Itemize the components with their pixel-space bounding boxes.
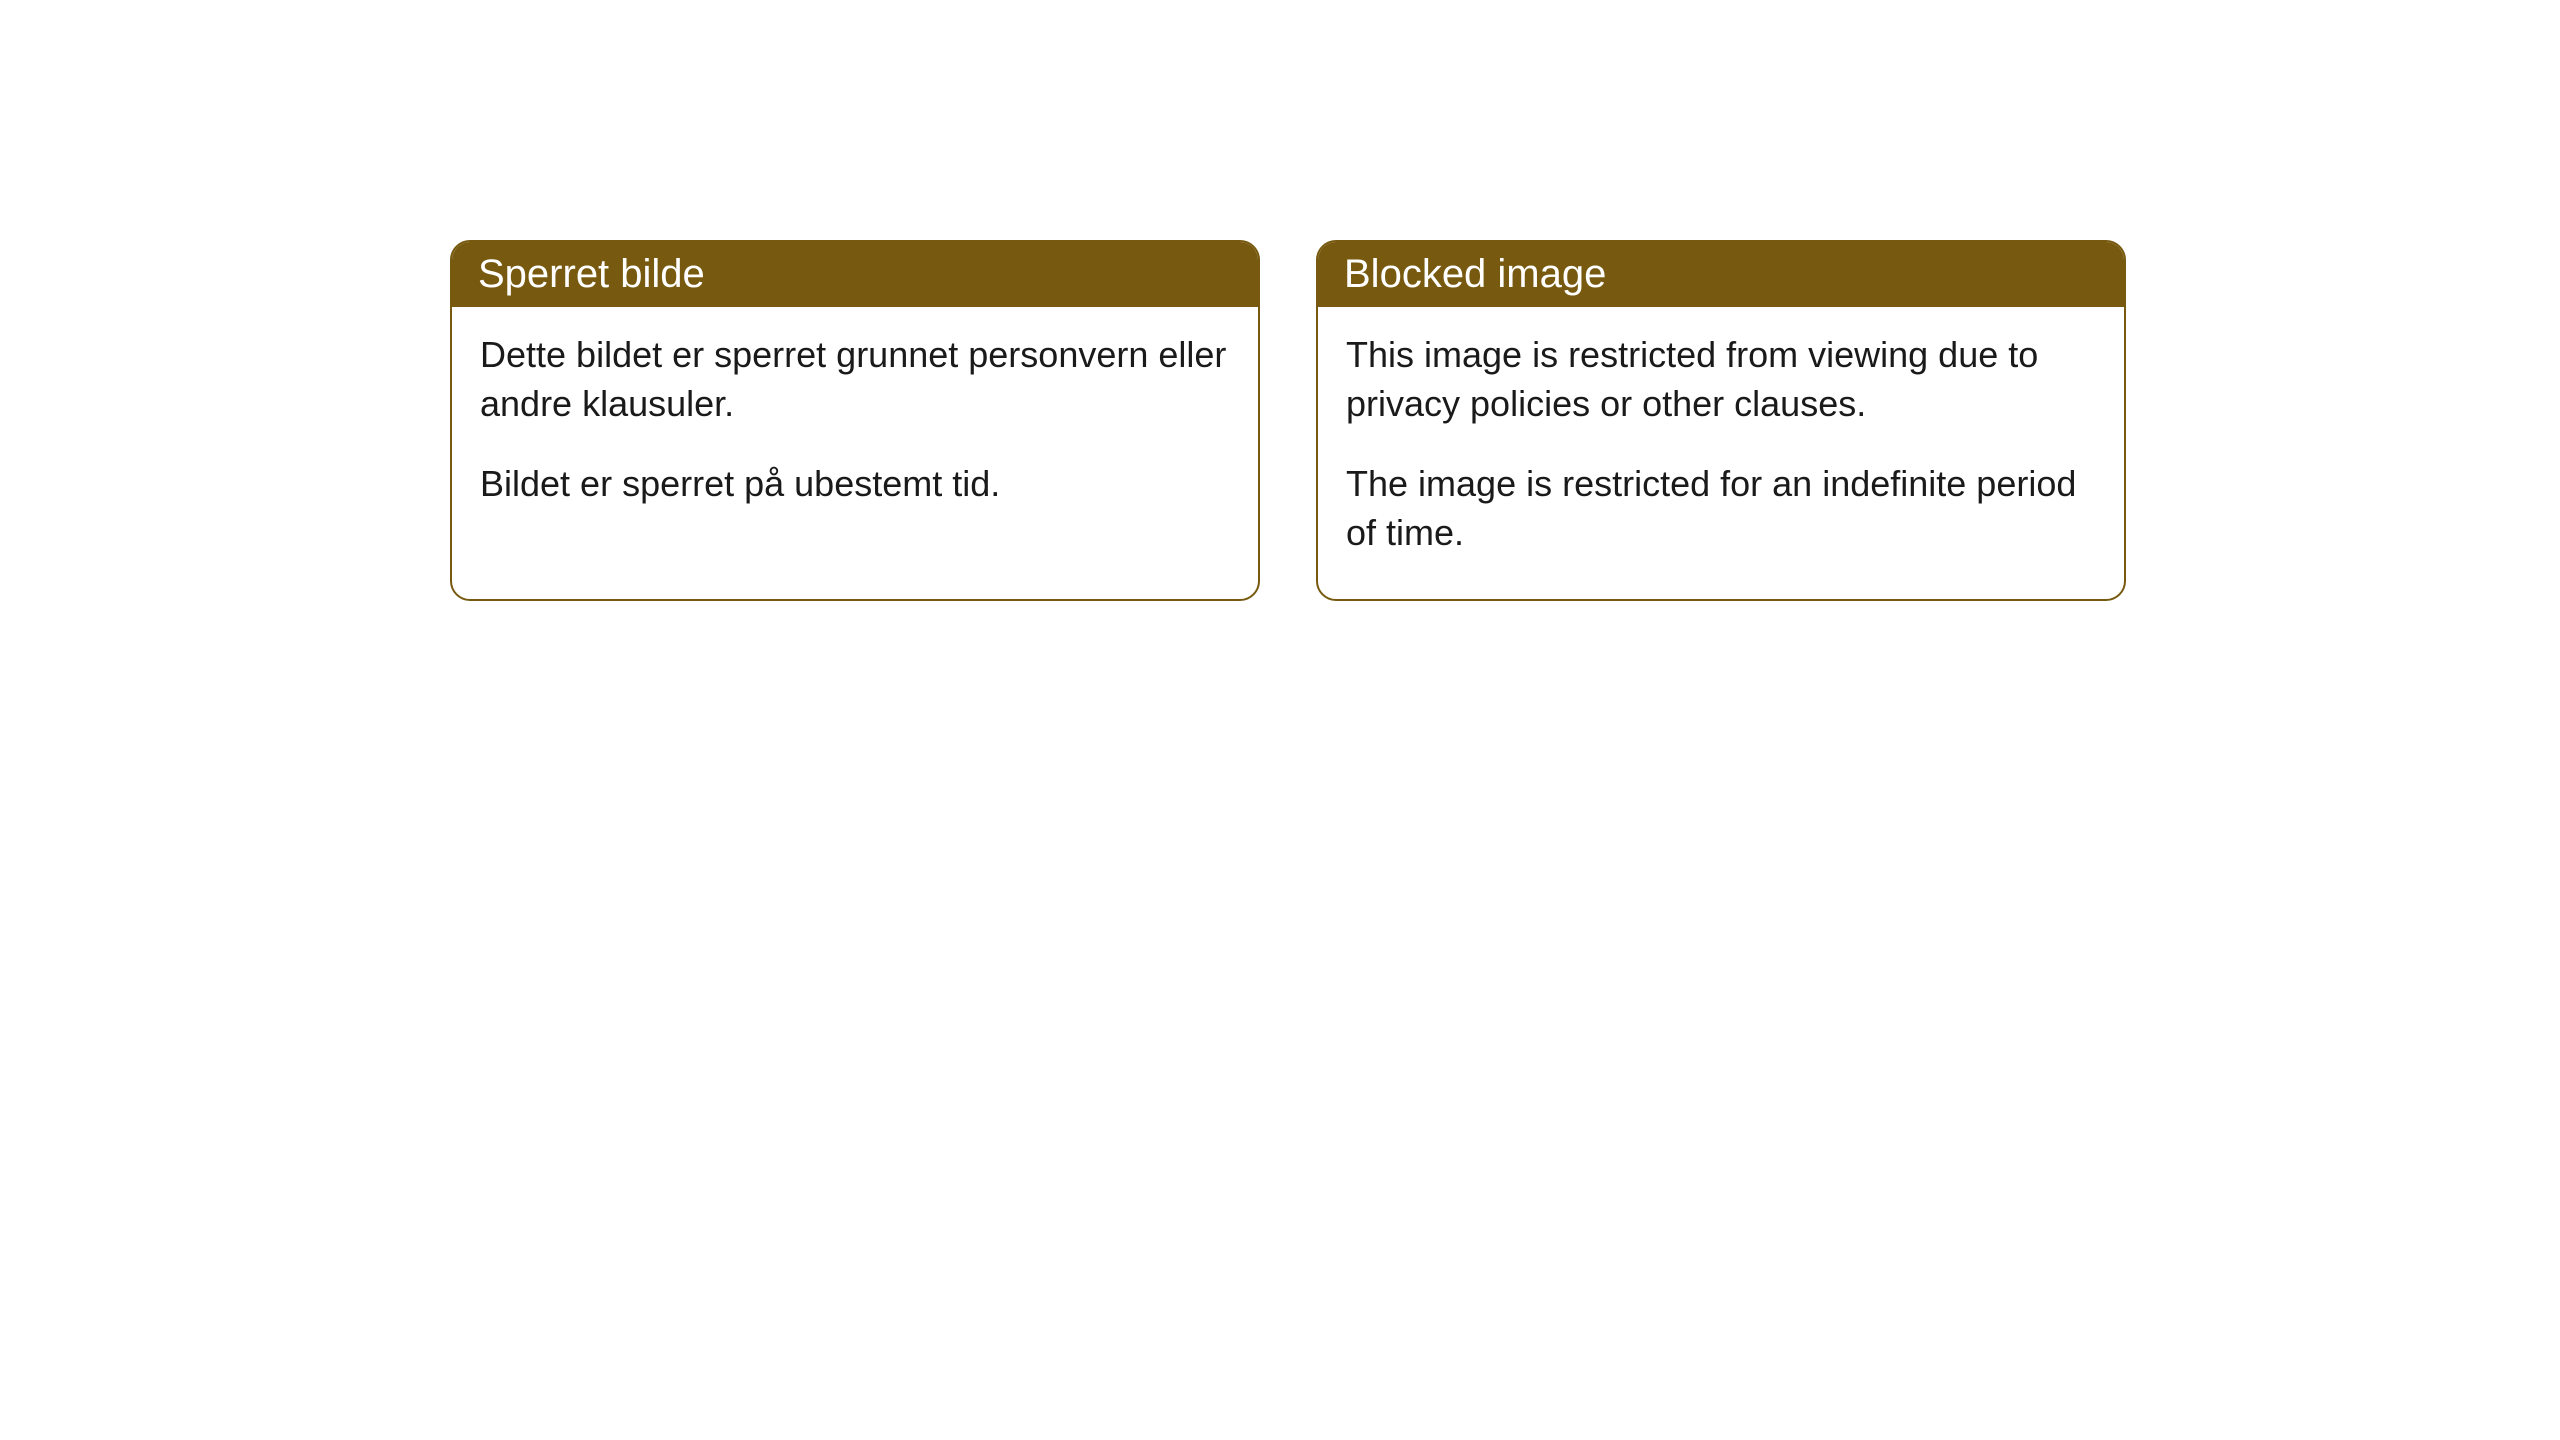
notice-card-norwegian: Sperret bilde Dette bildet er sperret gr… (450, 240, 1260, 601)
notice-header-norwegian: Sperret bilde (452, 242, 1258, 307)
notice-header-english: Blocked image (1318, 242, 2124, 307)
notice-paragraph: This image is restricted from viewing du… (1346, 331, 2096, 428)
notice-card-english: Blocked image This image is restricted f… (1316, 240, 2126, 601)
notice-paragraph: Bildet er sperret på ubestemt tid. (480, 460, 1230, 509)
notice-body-english: This image is restricted from viewing du… (1318, 307, 2124, 599)
notice-cards-container: Sperret bilde Dette bildet er sperret gr… (450, 240, 2126, 601)
notice-paragraph: Dette bildet er sperret grunnet personve… (480, 331, 1230, 428)
notice-body-norwegian: Dette bildet er sperret grunnet personve… (452, 307, 1258, 551)
notice-paragraph: The image is restricted for an indefinit… (1346, 460, 2096, 557)
